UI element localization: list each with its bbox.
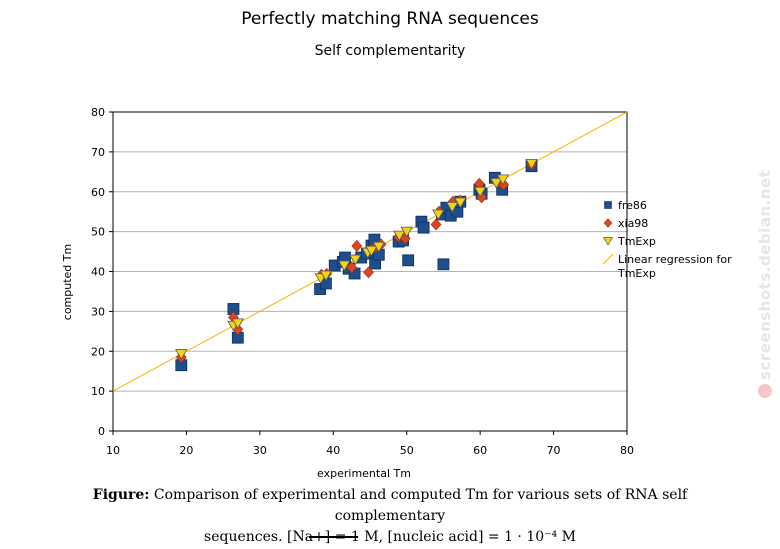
fre86-point-20 [417, 221, 430, 234]
x-axis-label: experimental Tm [317, 467, 411, 480]
chart-title: Perfectly matching RNA sequences [241, 9, 539, 29]
xia98-point-6 [351, 240, 363, 252]
xia98-point-5 [346, 261, 358, 274]
x-tick-label-70: 70 [547, 444, 561, 457]
legend-symbol-fre86 [604, 201, 612, 209]
caption-line-1: Comparison of experimental and computed … [153, 487, 688, 524]
TmExp-point-5 [338, 260, 351, 272]
TmExp-point-14 [454, 197, 467, 209]
TmExp-point-4 [319, 270, 333, 282]
x-tick-labels: 10 20 30 40 50 60 70 80 [106, 444, 634, 457]
plot-frame [112, 111, 628, 432]
x-tick-label-10: 10 [106, 444, 120, 457]
TmExp-point-0 [175, 349, 188, 360]
x-tick-label-50: 50 [400, 444, 414, 457]
legend-label-TmExp: TmExp [617, 235, 656, 248]
y-tick-label-50: 50 [91, 226, 105, 239]
TmExp-point-8 [365, 245, 378, 257]
data-marks [175, 158, 538, 372]
TmExp-point-6 [349, 254, 362, 266]
x-tick-label-20: 20 [179, 444, 193, 457]
caption-rule [309, 536, 358, 538]
TmExp-point-2 [231, 318, 245, 330]
xia98-point-13 [430, 218, 442, 231]
chart-subtitle: Self complementarity [314, 43, 466, 59]
TmExp-point-17 [496, 174, 510, 186]
watermark-text: screenshots.debian.net [756, 169, 774, 380]
TmExp-point-16 [490, 178, 503, 189]
y-tick-label-40: 40 [91, 266, 105, 279]
legend-label-regression-line-2: TmExp [617, 267, 656, 280]
TmExp-point-9 [372, 241, 386, 253]
y-tick-label-70: 70 [91, 146, 105, 159]
xia98-point-7 [363, 266, 374, 279]
fre86-point-22 [437, 258, 450, 271]
TmExp-point-15 [473, 186, 487, 198]
legend-symbol-xia98 [603, 218, 613, 228]
fre86-point-18 [402, 254, 415, 267]
x-tick-label-60: 60 [473, 444, 487, 457]
y-tick-label-60: 60 [91, 186, 105, 199]
y-axis-label: computed Tm [61, 244, 74, 320]
caption-label: Figure: [92, 487, 150, 503]
TmExp-point-18 [525, 158, 538, 170]
legend-symbol-TmExp [602, 237, 614, 246]
y-tick-label-30: 30 [91, 305, 105, 318]
y-tick-label-80: 80 [91, 106, 105, 119]
TmExp-point-12 [432, 209, 445, 221]
caption-line-2: sequences. [Na+] = 1 M, [nucleic acid] =… [204, 529, 576, 545]
y-tick-labels: 0 10 20 30 40 50 60 70 80 [91, 106, 105, 438]
legend-label-fre86: fre86 [618, 199, 647, 212]
x-tick-label-80: 80 [620, 444, 634, 457]
x-tick-label-40: 40 [326, 444, 340, 457]
y-tick-label-0: 0 [98, 425, 105, 438]
watermark: screenshots.debian.net [756, 170, 774, 398]
axes [109, 111, 628, 435]
TmExp-point-10 [393, 230, 406, 242]
figure-caption: Figure: Comparison of experimental and c… [60, 485, 720, 548]
y-tick-label-20: 20 [91, 345, 105, 358]
x-tick-label-30: 30 [253, 444, 267, 457]
TmExp-point-11 [400, 226, 413, 238]
legend-label-xia98: xia98 [618, 217, 648, 230]
debian-logo-icon [758, 384, 772, 398]
y-tick-label-10: 10 [91, 385, 105, 398]
legend-label-regression-line-1: Linear regression for [618, 253, 732, 266]
TmExp-point-13 [446, 202, 459, 213]
legend-symbol-regression [602, 253, 614, 265]
